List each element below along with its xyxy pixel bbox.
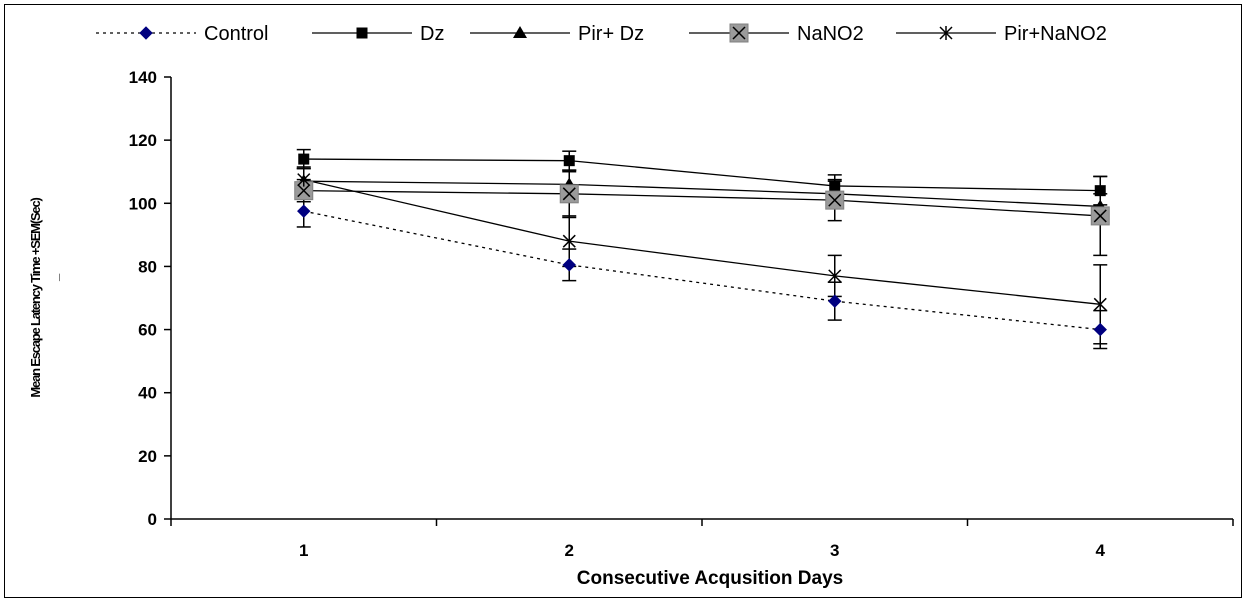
legend-marker xyxy=(139,26,153,40)
x-tick-label: 2 xyxy=(565,541,574,560)
axes xyxy=(170,77,1233,520)
legend-label: NaNO2 xyxy=(797,23,864,45)
chart-frame xyxy=(4,4,1242,598)
legend-marker xyxy=(513,26,527,38)
y-axis-title-extra: _ xyxy=(46,273,61,282)
legend-item-dz: Dz xyxy=(312,23,444,45)
legend-marker xyxy=(939,26,953,40)
legend-item-nano2: NaNO2 xyxy=(689,23,864,45)
data-point-pir-nano2 xyxy=(1093,297,1107,312)
data-point-nano2 xyxy=(1090,206,1110,226)
legend-label: Pir+NaNO2 xyxy=(1004,23,1107,45)
data-point-nano2 xyxy=(825,190,845,210)
legend-marker xyxy=(356,27,368,39)
error-bars xyxy=(296,148,1108,350)
legend-item-pir-dz: Pir+ Dz xyxy=(470,23,644,45)
data-point-dz xyxy=(829,180,841,192)
y-ticks: 0 20 40 60 80 100 120 140 xyxy=(129,68,171,529)
legend-label: Pir+ Dz xyxy=(578,23,644,45)
legend-label: Control xyxy=(204,23,268,45)
series-line-nano2 xyxy=(303,190,1101,217)
y-tick-label: 140 xyxy=(129,68,157,87)
legend: Control Dz Pir+ Dz NaNO2 Pir+NaNO2 xyxy=(96,23,1107,45)
series-line-pir-nano2 xyxy=(303,178,1101,305)
x-tick-label: 1 xyxy=(299,541,308,560)
series-lines xyxy=(303,158,1101,331)
y-tick-label: 40 xyxy=(138,384,157,403)
data-point-control xyxy=(297,204,311,218)
series-line-dz xyxy=(303,158,1101,192)
legend-item-pir-nano2: Pir+NaNO2 xyxy=(896,23,1107,45)
data-point-dz xyxy=(298,153,310,165)
x-tick-label: 3 xyxy=(830,541,839,560)
data-point-dz xyxy=(563,155,575,167)
y-tick-label: 120 xyxy=(129,131,157,150)
data-point-pir-nano2 xyxy=(828,268,842,283)
x-tick-label: 4 xyxy=(1096,541,1106,560)
y-axis-title: Mean Escape Latency Time +SEM(Sec) xyxy=(28,198,43,398)
y-tick-label: 20 xyxy=(138,447,157,466)
legend-item-control: Control xyxy=(96,23,268,45)
data-point-control xyxy=(562,258,576,272)
data-point-control xyxy=(828,294,842,308)
legend-label: Dz xyxy=(420,23,444,45)
x-ticks: 1 2 3 4 xyxy=(170,519,1234,560)
y-tick-label: 80 xyxy=(138,257,157,276)
y-tick-label: 100 xyxy=(129,194,157,213)
data-point-nano2 xyxy=(559,184,579,204)
data-point-pir-nano2 xyxy=(562,234,576,249)
series-line-control xyxy=(303,210,1101,331)
x-axis-title: Consecutive Acqusition Days xyxy=(577,568,843,589)
y-tick-label: 60 xyxy=(138,321,157,340)
series-line-pir-dz xyxy=(303,180,1101,208)
y-tick-label: 0 xyxy=(148,510,157,529)
data-point-control xyxy=(1093,322,1107,337)
legend-marker xyxy=(729,23,749,43)
data-point-pir-nano2 xyxy=(297,172,311,187)
series-markers xyxy=(294,153,1110,337)
data-point-dz xyxy=(1094,185,1106,197)
